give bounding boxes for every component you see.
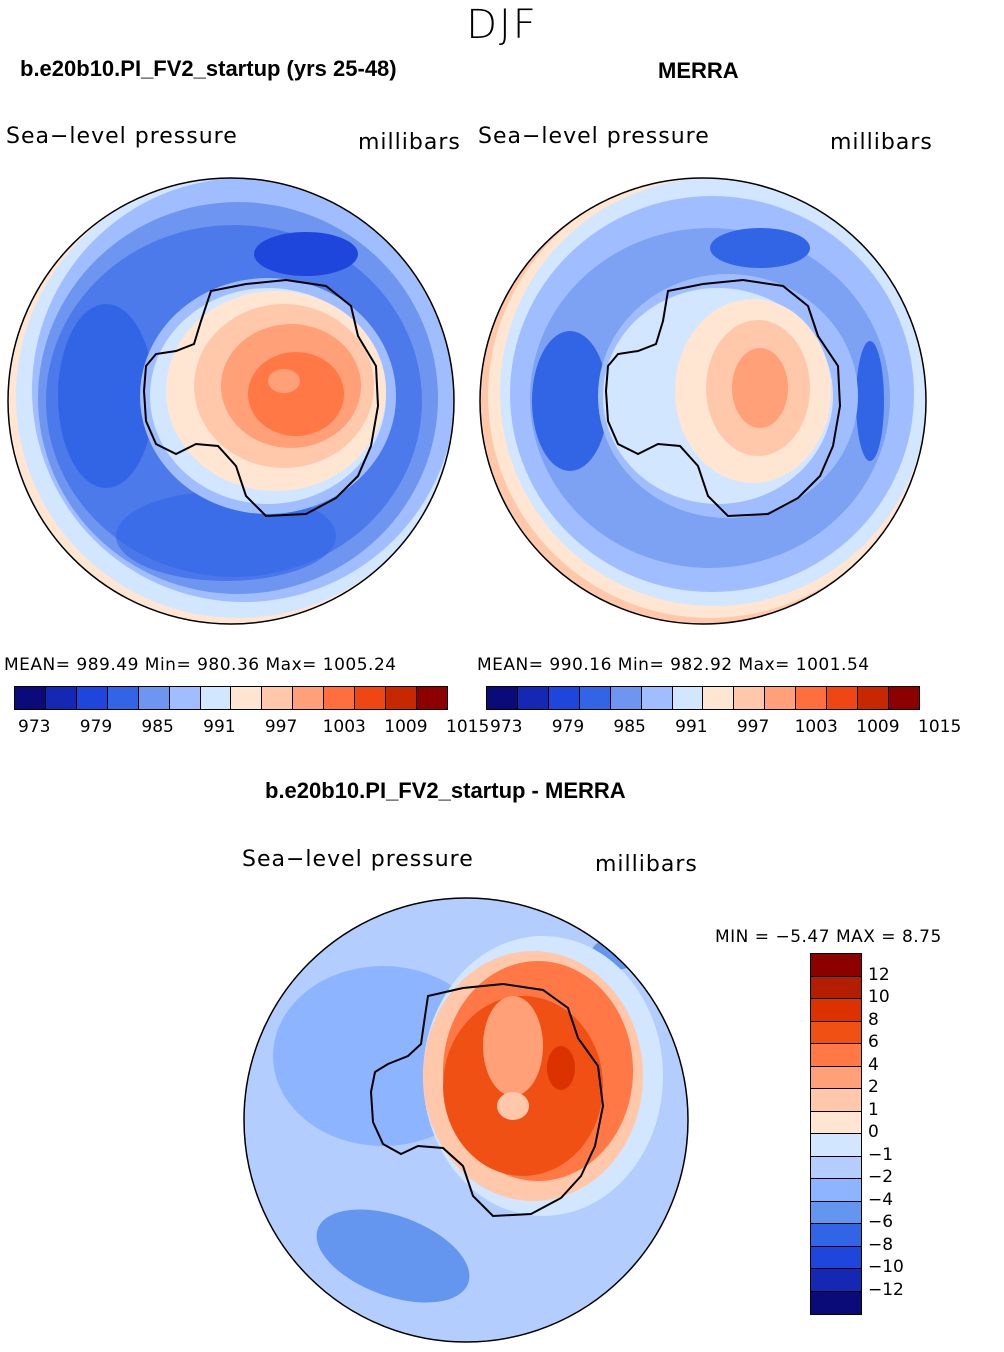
obs-colorbar-tick-label: 1015 [918,717,962,737]
diff-colorbar-tick-label: 2 [868,1077,879,1097]
diff-colorbar-tick-label: −6 [868,1212,894,1232]
diff-units-label: millibars [595,852,698,877]
model-colorbar-tick-label: 1015 [446,717,490,737]
diff-colorbar-swatch [811,1156,861,1179]
model-colorbar-tick-label: 991 [203,717,236,737]
obs-colorbar-tick-label: 979 [551,717,585,737]
model-colorbar-swatch [416,687,447,709]
model-colorbar-swatch [15,687,46,709]
diff-colorbar-swatch [811,976,861,999]
obs-units-label: millibars [830,130,933,155]
model-stats: MEAN= 989.49 Min= 980.36 Max= 1005.24 [4,655,397,675]
diff-colorbar-tick-label: −10 [868,1257,904,1277]
diff-colorbar-tick-label: 6 [868,1032,879,1052]
obs-colorbar-swatch [703,687,735,709]
obs-colorbar-swatch [641,687,673,709]
diff-colorbar-tick-label: 0 [868,1122,879,1142]
diff-stats: MIN = −5.47 MAX = 8.75 [715,927,942,947]
obs-colorbar-swatch [579,687,611,709]
model-colorbar-tick-label: 985 [141,717,174,737]
obs-colorbar-swatch [548,687,580,709]
model-field-label: Sea−level pressure [6,124,238,149]
diff-colorbar-swatch [811,1201,861,1224]
obs-colorbar-swatch [858,687,889,709]
model-colorbar-tick-label: 1003 [322,717,366,737]
diff-colorbar [810,953,862,1315]
diff-colorbar-tick-label: 8 [868,1009,879,1030]
model-colorbar-swatch [138,687,170,709]
obs-colorbar-swatch [827,687,859,709]
obs-colorbar-swatch [487,687,518,709]
model-colorbar-tick-label: 997 [264,717,298,737]
diff-colorbar-tick-label: −2 [868,1167,894,1187]
diff-colorbar-swatch [811,1089,861,1112]
model-colorbar-swatch [386,687,417,709]
model-colorbar-tick-label: 1009 [384,717,428,737]
obs-colorbar-swatch [796,687,828,709]
diff-colorbar-swatch [811,1291,861,1314]
obs-colorbar-swatch [672,687,704,709]
obs-colorbar-swatch [610,687,642,709]
diff-colorbar-swatch [811,1066,861,1089]
diff-colorbar-tick-label: −1 [868,1144,894,1165]
obs-field-label: Sea−level pressure [478,124,710,149]
model-colorbar-swatch [200,687,232,709]
obs-colorbar [486,686,920,710]
diff-colorbar-swatch [811,1269,861,1292]
diff-panel-title: b.e20b10.PI_FV2_startup - MERRA [265,778,626,803]
model-colorbar-swatch [355,687,387,709]
diff-colorbar-tick-label: 1 [868,1099,879,1120]
diff-colorbar-swatch [811,1111,861,1134]
diff-colorbar-swatch [811,1021,861,1044]
obs-colorbar-tick-label: 1003 [794,717,838,737]
model-colorbar-swatch [231,687,263,709]
obs-colorbar-swatch [765,687,797,709]
obs-colorbar-tick-label: 1009 [856,717,900,737]
obs-colorbar-tick-label: 997 [736,717,770,737]
model-colorbar [14,686,448,710]
diff-colorbar-swatch [811,999,861,1022]
diff-map [243,897,689,1343]
obs-colorbar-swatch [734,687,766,709]
season-title: DJF [466,2,538,48]
model-colorbar-swatch [76,687,108,709]
model-colorbar-swatch [169,687,201,709]
obs-colorbar-tick-label: 985 [613,717,646,737]
diff-colorbar-tick-label: 4 [868,1054,879,1075]
obs-panel-title: MERRA [658,58,739,83]
obs-map [479,177,927,625]
obs-colorbar-swatch [517,687,549,709]
obs-colorbar-tick-label: 973 [490,717,523,737]
diff-field-label: Sea−level pressure [242,847,474,872]
diff-colorbar-swatch [811,1179,861,1202]
diff-colorbar-tick-label: −4 [868,1189,894,1210]
diff-colorbar-swatch [811,1246,861,1269]
model-panel-title: b.e20b10.PI_FV2_startup (yrs 25-48) [20,56,397,81]
model-colorbar-swatch [262,687,294,709]
model-colorbar-tick-label: 979 [79,717,113,737]
diff-colorbar-tick-label: 12 [868,964,890,985]
diff-colorbar-tick-label: −8 [868,1234,894,1255]
model-colorbar-swatch [324,687,356,709]
obs-colorbar-tick-label: 991 [675,717,708,737]
model-colorbar-swatch [107,687,139,709]
diff-colorbar-swatch [811,954,861,977]
diff-colorbar-swatch [811,1224,861,1247]
model-map [7,177,455,625]
model-units-label: millibars [358,130,461,155]
model-colorbar-tick-label: 973 [18,717,51,737]
diff-colorbar-tick-label: −12 [868,1279,904,1300]
diff-colorbar-tick-label: 10 [868,987,890,1007]
obs-stats: MEAN= 990.16 Min= 982.92 Max= 1001.54 [477,655,870,675]
diff-colorbar-swatch [811,1134,861,1157]
diff-colorbar-swatch [811,1044,861,1067]
obs-colorbar-swatch [888,687,919,709]
model-colorbar-swatch [45,687,77,709]
model-colorbar-swatch [293,687,325,709]
